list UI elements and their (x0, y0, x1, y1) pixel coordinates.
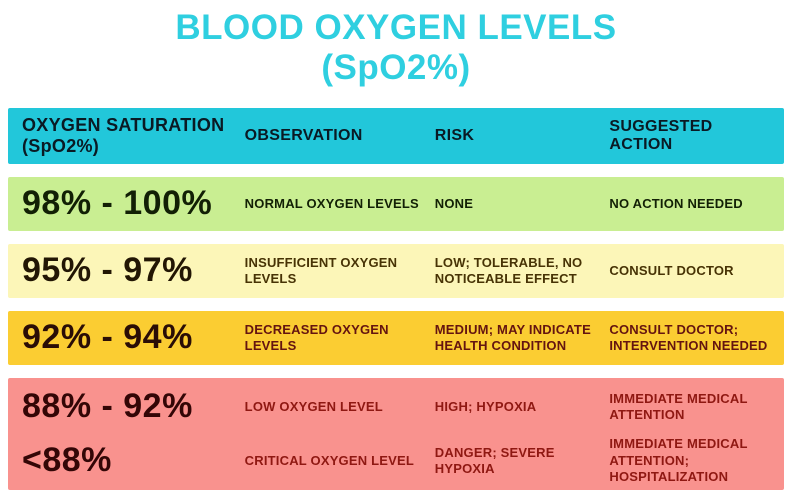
page-title-line2: (SpO2%) (321, 47, 471, 87)
cell-range: 95% - 97% (22, 251, 193, 290)
cell-risk: NONE (434, 195, 474, 211)
page-title: BLOOD OXYGEN LEVELS (SpO2%) (0, 0, 792, 88)
table-row-decreased: 92% - 94% DECREASED OXYGEN LEVELS MEDIUM… (8, 310, 784, 365)
cell-range: <88% (22, 441, 112, 480)
cell-action: IMMEDIATE MEDICAL ATTENTION; HOSPITALIZA… (609, 436, 748, 484)
cell-action: CONSULT DOCTOR; INTERVENTION NEEDED (609, 321, 768, 353)
cell-observation: CRITICAL OXYGEN LEVEL (244, 452, 415, 468)
cell-observation: DECREASED OXYGEN LEVELS (244, 321, 389, 353)
cell-risk: MEDIUM; MAY INDICATE HEALTH CONDITION (434, 321, 591, 353)
cell-range: 92% - 94% (22, 318, 193, 357)
cell-observation: NORMAL OXYGEN LEVELS (244, 195, 419, 211)
table-row-critical: <88% CRITICAL OXYGEN LEVEL DANGER; SEVER… (8, 432, 784, 490)
cell-observation: LOW OXYGEN LEVEL (244, 398, 383, 414)
header-saturation-line1: OXYGEN SATURATION (22, 115, 225, 136)
table-row-group-critical: 88% - 92% LOW OXYGEN LEVEL HIGH; HYPOXIA… (8, 377, 784, 490)
cell-risk: LOW; TOLERABLE, NO NOTICEABLE EFFECT (434, 254, 583, 286)
cell-range: 88% - 92% (22, 387, 193, 426)
header-cell-action: SUGGESTED ACTION (609, 117, 713, 153)
cell-action: CONSULT DOCTOR (609, 262, 734, 278)
table-row-normal: 98% - 100% NORMAL OXYGEN LEVELS NONE NO … (8, 176, 784, 231)
table-row-low: 88% - 92% LOW OXYGEN LEVEL HIGH; HYPOXIA… (8, 378, 784, 432)
header-cell-risk: RISK (434, 126, 475, 144)
cell-action: NO ACTION NEEDED (609, 195, 743, 211)
cell-risk: DANGER; SEVERE HYPOXIA (434, 444, 555, 476)
header-cell-saturation: OXYGEN SATURATION (SpO2%) (8, 108, 245, 164)
page-title-line1: BLOOD OXYGEN LEVELS (175, 8, 617, 47)
header-saturation-line2: (SpO2%) (22, 135, 100, 156)
spo2-table: OXYGEN SATURATION (SpO2%) OBSERVATION RI… (8, 107, 784, 490)
table-row-insufficient: 95% - 97% INSUFFICIENT OXYGEN LEVELS LOW… (8, 243, 784, 298)
cell-observation: INSUFFICIENT OXYGEN LEVELS (244, 254, 398, 286)
cell-action: IMMEDIATE MEDICAL ATTENTION (609, 390, 748, 422)
cell-range: 98% - 100% (22, 184, 213, 223)
table-header-row: OXYGEN SATURATION (SpO2%) OBSERVATION RI… (8, 107, 784, 164)
header-cell-observation: OBSERVATION (244, 126, 363, 144)
cell-risk: HIGH; HYPOXIA (434, 398, 537, 414)
